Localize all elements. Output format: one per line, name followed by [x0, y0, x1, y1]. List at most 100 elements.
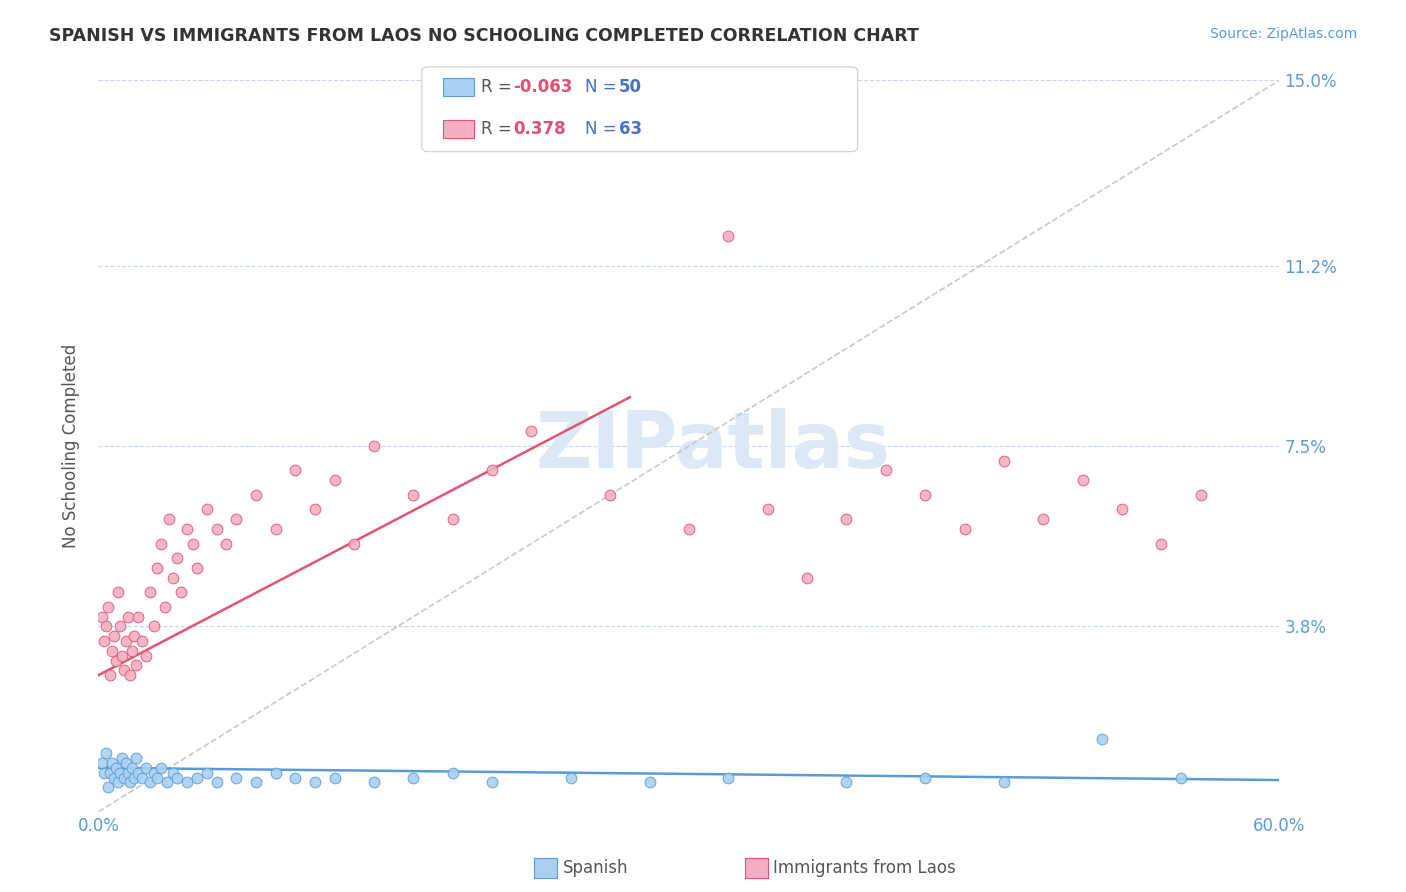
Point	[105, 761, 128, 775]
Point	[756, 502, 779, 516]
Point	[481, 775, 503, 789]
Point	[195, 502, 218, 516]
Point	[97, 780, 120, 795]
Point	[186, 561, 208, 575]
Point	[138, 775, 160, 789]
Point	[225, 771, 247, 785]
Point	[162, 765, 184, 780]
Point	[402, 488, 425, 502]
Point	[481, 463, 503, 477]
Point	[156, 775, 179, 789]
Text: 63: 63	[619, 120, 641, 138]
Text: N =: N =	[585, 78, 621, 96]
Point	[1032, 512, 1054, 526]
Point	[108, 765, 131, 780]
Point	[122, 629, 145, 643]
Point	[363, 439, 385, 453]
Point	[1189, 488, 1212, 502]
Point	[1170, 771, 1192, 785]
Point	[835, 512, 858, 526]
Point	[125, 658, 148, 673]
Point	[112, 663, 135, 677]
Point	[875, 463, 897, 477]
Point	[1091, 731, 1114, 746]
Point	[127, 609, 149, 624]
Point	[441, 512, 464, 526]
Point	[93, 634, 115, 648]
Point	[205, 775, 228, 789]
Point	[111, 648, 134, 663]
Point	[215, 536, 238, 550]
Point	[103, 771, 125, 785]
Point	[150, 761, 173, 775]
Point	[93, 765, 115, 780]
Point	[135, 761, 157, 775]
Point	[162, 571, 184, 585]
Text: Immigrants from Laos: Immigrants from Laos	[773, 859, 956, 877]
Point	[181, 536, 204, 550]
Text: -0.063: -0.063	[513, 78, 572, 96]
Point	[115, 756, 138, 770]
Point	[205, 522, 228, 536]
Point	[186, 771, 208, 785]
Point	[115, 634, 138, 648]
Point	[150, 536, 173, 550]
Text: Spanish: Spanish	[562, 859, 628, 877]
Point	[284, 463, 307, 477]
Point	[142, 619, 165, 633]
Point	[108, 619, 131, 633]
Point	[118, 668, 141, 682]
Point	[157, 512, 180, 526]
Point	[101, 756, 124, 770]
Point	[914, 771, 936, 785]
Point	[264, 522, 287, 536]
Point	[111, 751, 134, 765]
Point	[1150, 536, 1173, 550]
Point	[323, 473, 346, 487]
Point	[127, 765, 149, 780]
Point	[103, 629, 125, 643]
Point	[441, 765, 464, 780]
Point	[101, 644, 124, 658]
Point	[638, 775, 661, 789]
Point	[170, 585, 193, 599]
Point	[560, 771, 582, 785]
Text: R =: R =	[481, 120, 517, 138]
Point	[717, 229, 740, 244]
Point	[138, 585, 160, 599]
Point	[953, 522, 976, 536]
Point	[125, 751, 148, 765]
Point	[91, 756, 114, 770]
Point	[117, 609, 139, 624]
Point	[107, 775, 129, 789]
Point	[166, 551, 188, 566]
Point	[146, 561, 169, 575]
Point	[105, 654, 128, 668]
Point	[304, 775, 326, 789]
Point	[166, 771, 188, 785]
Point	[131, 634, 153, 648]
Point	[993, 453, 1015, 467]
Point	[96, 746, 118, 760]
Point	[323, 771, 346, 785]
Point	[835, 775, 858, 789]
Point	[121, 644, 143, 658]
Point	[122, 771, 145, 785]
Point	[97, 599, 120, 614]
Point	[402, 771, 425, 785]
Point	[796, 571, 818, 585]
Point	[96, 619, 118, 633]
Point	[599, 488, 621, 502]
Point	[98, 668, 121, 682]
Point	[520, 425, 543, 439]
Text: SPANISH VS IMMIGRANTS FROM LAOS NO SCHOOLING COMPLETED CORRELATION CHART: SPANISH VS IMMIGRANTS FROM LAOS NO SCHOO…	[49, 27, 920, 45]
Text: ZIPatlas: ZIPatlas	[536, 408, 890, 484]
Text: Source: ZipAtlas.com: Source: ZipAtlas.com	[1209, 27, 1357, 41]
Point	[117, 765, 139, 780]
Point	[225, 512, 247, 526]
Point	[118, 775, 141, 789]
Text: R =: R =	[481, 78, 517, 96]
Point	[914, 488, 936, 502]
Point	[304, 502, 326, 516]
Point	[98, 765, 121, 780]
